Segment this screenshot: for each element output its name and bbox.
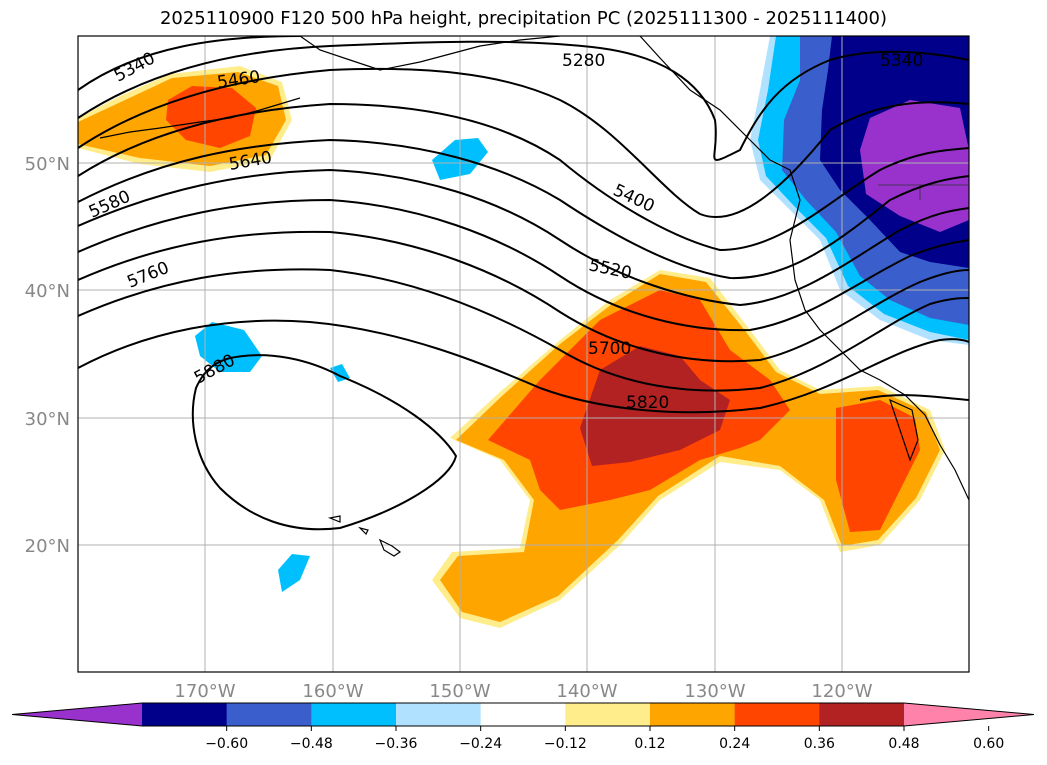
- lon-label: 140°W: [556, 681, 617, 702]
- lon-label: 150°W: [429, 681, 490, 702]
- colorbar-tick-label: 0.36: [804, 736, 835, 752]
- colorbar-tick-label: −0.24: [459, 736, 502, 752]
- colorbar-swatch: [142, 703, 228, 726]
- colorbar-tick-label: 0.12: [634, 736, 665, 752]
- colorbar-outline: [11, 702, 1035, 727]
- lon-label: 120°W: [811, 681, 872, 702]
- colorbar: −0.60 −0.48 −0.36 −0.24 −0.12 0.12 0.24 0.36 0.4…: [11, 702, 1035, 752]
- colorbar-extend-low: [12, 703, 142, 726]
- contour-label: 5520: [587, 255, 633, 284]
- lon-label: 170°W: [174, 681, 235, 702]
- lat-label: 20°N: [25, 536, 70, 557]
- colorbar-swatch: [565, 703, 651, 726]
- lat-label: 40°N: [25, 281, 70, 302]
- height-contours: [78, 36, 969, 531]
- colorbar-extend-high: [904, 703, 1034, 726]
- map-title: 2025110900 F120 500 hPa height, precipit…: [159, 8, 888, 29]
- precip-blob-neg-2: [195, 322, 262, 372]
- colorbar-swatch: [311, 703, 397, 726]
- colorbar-swatch: [650, 703, 736, 726]
- longitude-labels: 170°W 160°W 150°W 140°W 130°W 120°W: [174, 681, 872, 702]
- colorbar-tick-label: −0.12: [544, 736, 587, 752]
- contour-label: 5280: [562, 51, 605, 71]
- colorbar-swatch: [819, 703, 905, 726]
- latitude-labels: 50°N 40°N 30°N 20°N: [25, 154, 70, 557]
- contour-label: 5760: [124, 258, 172, 293]
- colorbar-swatch: [480, 703, 566, 726]
- colorbar-tick-label: −0.36: [375, 736, 418, 752]
- colorbar-swatch: [734, 703, 820, 726]
- colorbar-tick-label: 0.60: [973, 736, 1004, 752]
- lon-label: 130°W: [684, 681, 745, 702]
- colorbar-tick-label: −0.60: [205, 736, 248, 752]
- lat-label: 30°N: [25, 409, 70, 430]
- contour-label: 5580: [86, 187, 134, 223]
- contour-label: 5700: [588, 339, 631, 359]
- contour-label: 5340: [880, 51, 923, 71]
- contour-label: 5820: [626, 393, 669, 413]
- map-area: 5340 5460 5640 5580 5760 5880 5280 5400 …: [78, 36, 969, 672]
- colorbar-tick-label: 0.48: [888, 736, 919, 752]
- colorbar-tick-label: 0.24: [719, 736, 750, 752]
- map-frame: [77, 35, 970, 673]
- lat-label: 50°N: [25, 154, 70, 175]
- colorbar-tick-label: −0.48: [290, 736, 333, 752]
- precip-blob-neg-4: [278, 554, 310, 592]
- precip-shading: [78, 36, 969, 628]
- lon-label: 160°W: [302, 681, 363, 702]
- colorbar-swatch: [226, 703, 312, 726]
- colorbar-swatch: [396, 703, 482, 726]
